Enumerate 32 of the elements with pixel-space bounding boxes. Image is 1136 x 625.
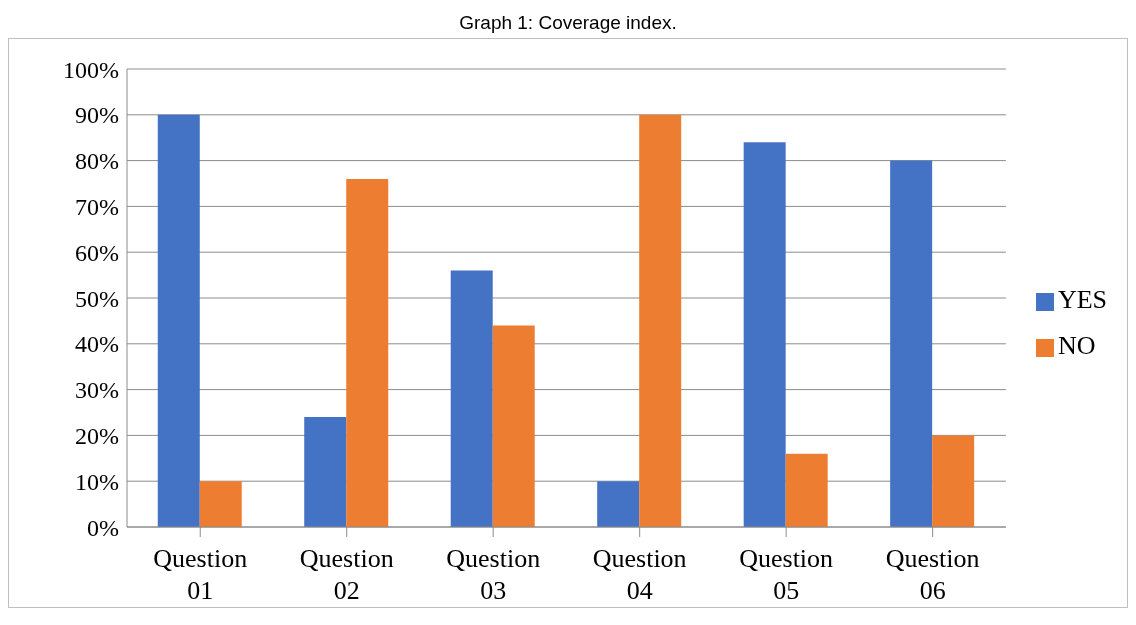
bar — [932, 435, 975, 527]
bar — [304, 417, 347, 527]
legend-label: YES — [1057, 285, 1107, 314]
bar — [199, 481, 242, 527]
bar — [450, 270, 493, 527]
x-tick-label: Question 01 — [153, 544, 248, 605]
y-tick-label: 40% — [75, 331, 119, 358]
y-tick-label: 30% — [75, 377, 119, 404]
y-tick-label: 90% — [75, 102, 119, 129]
bar — [639, 114, 682, 527]
y-tick-label: 0% — [87, 514, 119, 541]
y-tick-label: 20% — [75, 422, 119, 449]
y-tick-label: 80% — [75, 148, 119, 175]
bar — [157, 114, 200, 527]
bar — [492, 325, 535, 527]
chart-title: Graph 1: Coverage index. — [458, 11, 678, 35]
bar — [597, 481, 640, 527]
x-tick-label: Question 04 — [592, 544, 687, 605]
y-tick-label: 60% — [75, 239, 119, 266]
legend-label: NO — [1057, 331, 1096, 360]
bar — [346, 178, 389, 527]
x-tick-label: Question 05 — [739, 544, 834, 605]
bar — [785, 453, 828, 527]
y-tick-label: 50% — [75, 285, 119, 312]
y-tick-label: 100% — [63, 56, 119, 83]
x-tick-label: Question 06 — [885, 544, 980, 605]
x-tick-label: Question 02 — [299, 544, 394, 605]
bar — [743, 142, 786, 527]
x-tick-label: Question 03 — [446, 544, 541, 605]
y-tick-label: 70% — [75, 193, 119, 220]
bar — [890, 160, 933, 527]
y-tick-label: 10% — [75, 468, 119, 495]
